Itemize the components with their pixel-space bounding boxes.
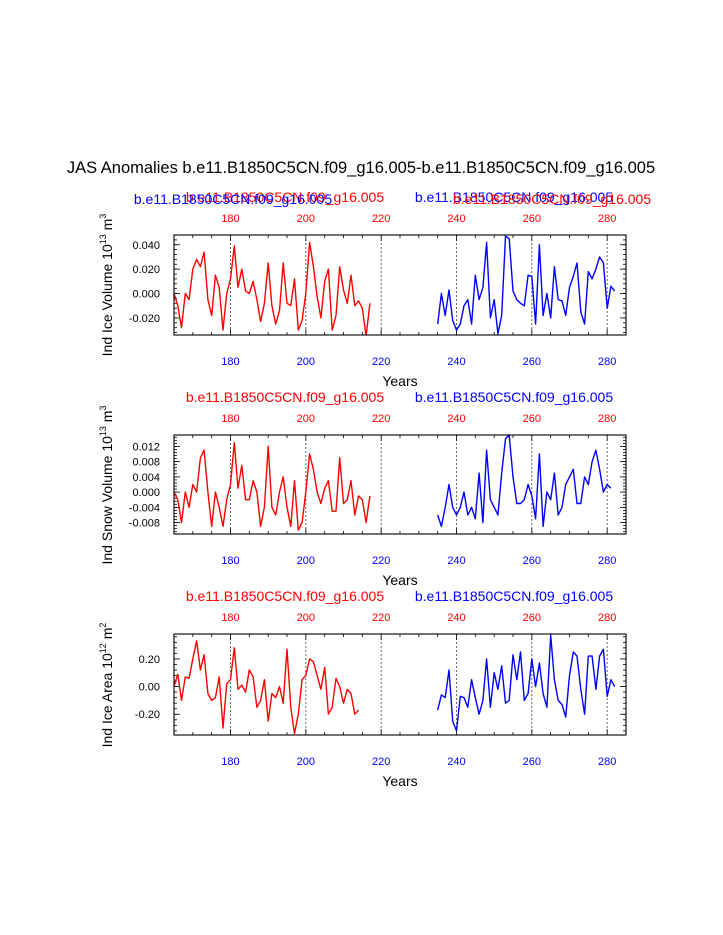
x-axis-title: Years	[382, 773, 417, 789]
top-tick-label: 280	[598, 213, 616, 225]
x-axis-title: Years	[382, 373, 417, 389]
x-tick-label: 260	[523, 756, 541, 768]
case-label-blue: b.e11.B1850C5CN.f09_g16.005	[415, 189, 613, 205]
y-tick-label: 0.000	[132, 289, 160, 301]
y-axis-title: Ind Snow Volume 1013 m3	[98, 405, 115, 564]
top-tick-label: 260	[523, 612, 541, 624]
top-tick-label: 240	[447, 413, 465, 425]
top-tick-label: 180	[221, 612, 239, 624]
chart-title: JAS Anomalies b.e11.B1850C5CN.f09_g16.00…	[67, 159, 655, 177]
top-tick-label: 220	[372, 213, 390, 225]
top-tick-label: 200	[297, 413, 315, 425]
y-tick-label: -0.020	[129, 313, 160, 325]
y-tick-label: 0.008	[132, 457, 160, 469]
x-tick-label: 260	[523, 555, 541, 567]
x-tick-label: 200	[297, 356, 315, 368]
x-tick-label: 240	[447, 555, 465, 567]
top-tick-label: 180	[221, 213, 239, 225]
x-tick-label: 200	[297, 555, 315, 567]
top-tick-label: 260	[523, 413, 541, 425]
series-line-blue	[437, 435, 612, 528]
case-label-red: b.e11.B1850C5CN.f09_g16.005	[186, 389, 384, 405]
y-tick-label: -0.008	[129, 518, 160, 530]
top-tick-label: 280	[598, 413, 616, 425]
top-tick-label: 260	[523, 213, 541, 225]
top-tick-label: 180	[221, 413, 239, 425]
case-label-red: b.e11.B1850C5CN.f09_g16.005	[186, 189, 384, 205]
panel-snow-volume: b.e11.B1850C5CN.f09_g16.005 b.e11.B1850C5…	[98, 389, 627, 588]
x-axis-title: Years	[382, 572, 417, 588]
x-tick-label: 280	[598, 356, 616, 368]
x-tick-label: 220	[372, 356, 390, 368]
top-tick-label: 220	[372, 413, 390, 425]
plot-frame	[173, 633, 627, 736]
case-label-red-overlap: b.e11.B1850C5CN.f09_g16.005	[453, 191, 651, 207]
y-axis-title: Ind Ice Volume 1013 m3	[98, 214, 115, 357]
y-tick-label: 0.004	[132, 472, 160, 484]
y-tick-label: 0.20	[139, 654, 160, 666]
plot-frame	[173, 234, 627, 336]
top-tick-label: 200	[297, 213, 315, 225]
series-line-blue	[437, 235, 616, 335]
x-tick-label: 220	[372, 756, 390, 768]
y-tick-label: 0.000	[132, 487, 160, 499]
y-tick-label: -0.20	[135, 709, 160, 721]
y-tick-label: 0.020	[132, 264, 160, 276]
y-axis-title: Ind Ice Area 1012 m2	[98, 623, 115, 748]
series-line-blue	[437, 634, 616, 732]
plot-frame	[173, 434, 627, 535]
panel-ice-volume: b.e11.B1850C5CN.f09_g16.005 b.e11.B1850C5…	[98, 189, 651, 389]
y-tick-label: 0.00	[139, 682, 160, 694]
top-tick-label: 200	[297, 612, 315, 624]
x-tick-label: 220	[372, 555, 390, 567]
y-tick-label: 0.040	[132, 240, 160, 252]
case-label-blue: b.e11.B1850C5CN.f09_g16.005	[415, 389, 613, 405]
case-label-blue-overlap: b.e11.B1850C5CN.f09_g16.005	[134, 191, 332, 207]
x-tick-label: 260	[523, 356, 541, 368]
series-line-red	[174, 441, 371, 531]
top-tick-label: 220	[372, 612, 390, 624]
case-label-red: b.e11.B1850C5CN.f09_g16.005	[186, 588, 384, 604]
series-line-red	[174, 241, 371, 335]
top-tick-label: 280	[598, 612, 616, 624]
x-tick-label: 180	[221, 356, 239, 368]
series-line-red	[174, 640, 360, 735]
top-tick-label: 240	[447, 213, 465, 225]
x-tick-label: 180	[221, 555, 239, 567]
x-tick-label: 280	[598, 555, 616, 567]
x-tick-label: 180	[221, 756, 239, 768]
top-tick-label: 240	[447, 612, 465, 624]
panel-ice-area: b.e11.B1850C5CN.f09_g16.005 b.e11.B1850C5…	[98, 588, 627, 789]
case-label-blue: b.e11.B1850C5CN.f09_g16.005	[415, 588, 613, 604]
y-tick-label: -0.004	[129, 502, 160, 514]
x-tick-label: 240	[447, 356, 465, 368]
x-tick-label: 200	[297, 756, 315, 768]
x-tick-label: 240	[447, 756, 465, 768]
y-tick-label: 0.012	[132, 441, 160, 453]
x-tick-label: 280	[598, 756, 616, 768]
